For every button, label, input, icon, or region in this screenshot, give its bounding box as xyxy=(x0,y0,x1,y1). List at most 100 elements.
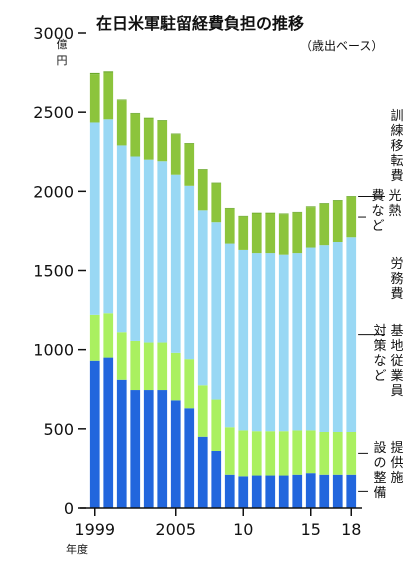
bar-segment xyxy=(292,474,303,508)
bar-segment xyxy=(265,475,276,508)
bar-segment xyxy=(238,476,249,508)
bar-segment xyxy=(211,451,222,508)
bar-segment xyxy=(130,112,141,114)
bar-segment xyxy=(89,122,100,315)
bar-segment xyxy=(157,120,168,162)
x-tick-label: 2005 xyxy=(155,520,196,539)
bar-segment xyxy=(292,211,303,213)
bar-segment xyxy=(265,431,276,476)
series-label-char: の xyxy=(373,456,386,471)
bar-segment xyxy=(89,360,100,508)
bar-segment xyxy=(130,390,141,508)
chart-title: 在日米軍駐留経費負担の推移 xyxy=(96,14,304,33)
series-label-char: 熱 xyxy=(388,204,401,219)
bar-segment xyxy=(346,432,357,475)
y-axis-ticks: 3000 2500 2000 1500 1000 500 0 xyxy=(33,24,74,518)
bar-segment xyxy=(251,475,262,508)
series-label-char: 員 xyxy=(390,384,403,399)
series-label-char: ど xyxy=(371,219,384,234)
bar-segment xyxy=(116,99,127,101)
series-label-char: 費 xyxy=(371,189,384,204)
bar-segment xyxy=(265,213,276,254)
series-label-char: な xyxy=(373,354,386,369)
bar-segment xyxy=(197,210,208,386)
bar-segment xyxy=(278,431,289,476)
bar-segment xyxy=(332,242,343,432)
bar-segment xyxy=(170,133,181,135)
bar-segment xyxy=(211,183,222,223)
bar-segment xyxy=(346,196,357,238)
bar-segment xyxy=(143,118,154,160)
bar-segment xyxy=(332,200,343,201)
bar-segment xyxy=(224,474,235,508)
bar-segment xyxy=(130,113,141,157)
x-tick-label: 15 xyxy=(301,520,321,539)
bar-segment xyxy=(278,214,289,255)
bar-segment xyxy=(251,212,262,214)
series-label-char: 務 xyxy=(390,272,403,287)
bar-segment xyxy=(278,213,289,215)
series-label-char: な xyxy=(371,204,384,219)
bar-segment xyxy=(184,185,195,360)
y-tick-label: 0 xyxy=(64,499,74,518)
series-label-char: 光 xyxy=(388,189,401,204)
chart-subtitle: （歳出ベース） xyxy=(300,39,383,53)
series-label-char: 練 xyxy=(390,124,403,139)
series-label-char: 費 xyxy=(390,287,403,302)
bar-segment xyxy=(130,156,141,341)
bar-segment xyxy=(224,243,235,428)
bar-segment xyxy=(346,474,357,508)
bar-segment xyxy=(116,145,127,333)
series-label-char: 対 xyxy=(373,324,386,339)
bar-segment xyxy=(251,213,262,254)
bar-segment xyxy=(143,390,154,508)
bar-segment xyxy=(332,200,343,242)
series-label-char: 施 xyxy=(390,471,403,486)
bar-segment xyxy=(116,100,127,146)
bar-segment xyxy=(211,399,222,451)
bar-segment xyxy=(89,74,100,123)
bar-segment xyxy=(157,390,168,508)
bar-segment xyxy=(346,237,357,432)
bar-segment xyxy=(143,117,154,119)
series-label-char: 費 xyxy=(390,169,403,184)
bar-segment xyxy=(305,206,316,208)
bar-segment xyxy=(116,379,127,508)
series-label-char: 設 xyxy=(373,440,386,456)
bar-segment xyxy=(211,222,222,400)
bar-segment xyxy=(103,72,114,120)
bar-segment xyxy=(197,169,208,211)
bar-segment xyxy=(197,169,208,170)
y-axis-unit-char: 円 xyxy=(57,54,68,67)
bar-segment xyxy=(103,119,114,314)
bar-segment xyxy=(319,432,330,475)
y-tick-label: 3000 xyxy=(33,24,74,43)
bar-segment xyxy=(305,207,316,248)
x-axis-label: 年度 xyxy=(66,542,88,556)
bar-segment xyxy=(184,143,195,186)
bar-segment xyxy=(103,357,114,508)
bar-segment xyxy=(332,474,343,508)
bar-segment xyxy=(143,159,154,343)
bar-segment xyxy=(184,359,195,409)
bar-segment xyxy=(89,314,100,361)
x-tick-label: 1999 xyxy=(74,520,115,539)
series-label-char: 従 xyxy=(390,354,403,369)
bar-segment xyxy=(89,72,100,75)
series-label-char: 整 xyxy=(373,471,386,486)
x-tick-label: 18 xyxy=(341,520,361,539)
bar-segment xyxy=(224,207,235,209)
bar-segment xyxy=(157,161,168,343)
bar-segment xyxy=(184,143,195,144)
bar-segment xyxy=(319,245,330,432)
bar-segment xyxy=(251,253,262,432)
series-label-char: 業 xyxy=(390,368,403,384)
bar-segment xyxy=(292,430,303,475)
series-label-char: 地 xyxy=(390,339,403,354)
series-label-char: ど xyxy=(373,369,386,384)
bar-segment xyxy=(319,474,330,508)
y-tick-label: 1000 xyxy=(33,341,74,360)
bar-segment xyxy=(278,475,289,508)
